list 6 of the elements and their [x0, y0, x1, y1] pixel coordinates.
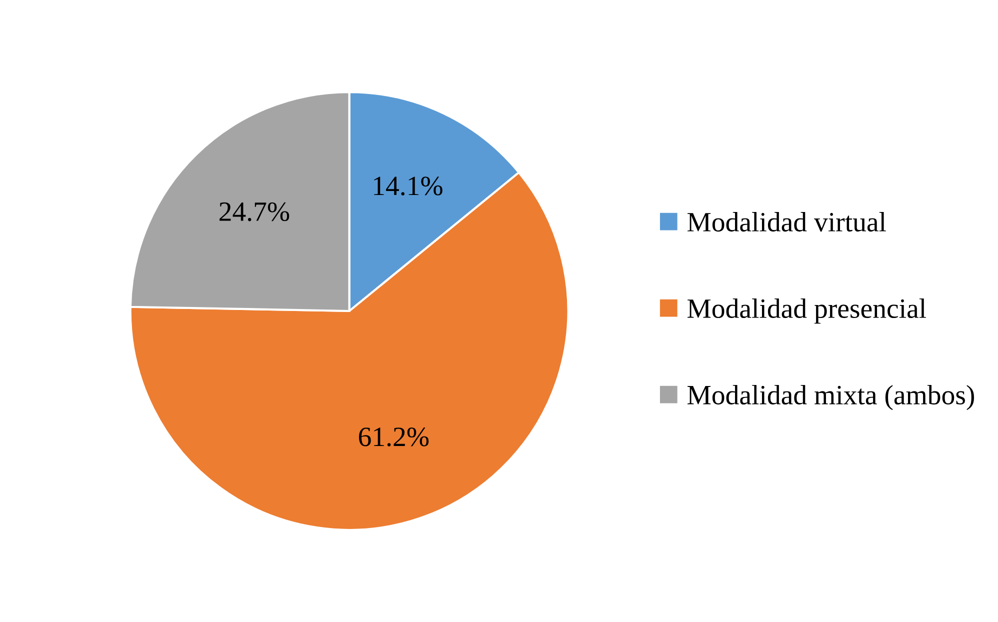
data-label: 14.1%	[374, 176, 442, 196]
legend-label: Modalidad virtual	[688, 212, 886, 232]
data-label: 24.7%	[220, 202, 290, 222]
data-label: 61.2%	[358, 427, 429, 446]
legend-label: Modalidad presencial	[688, 298, 926, 324]
legend-label: Modalidad mixta (ambos)	[688, 384, 974, 410]
